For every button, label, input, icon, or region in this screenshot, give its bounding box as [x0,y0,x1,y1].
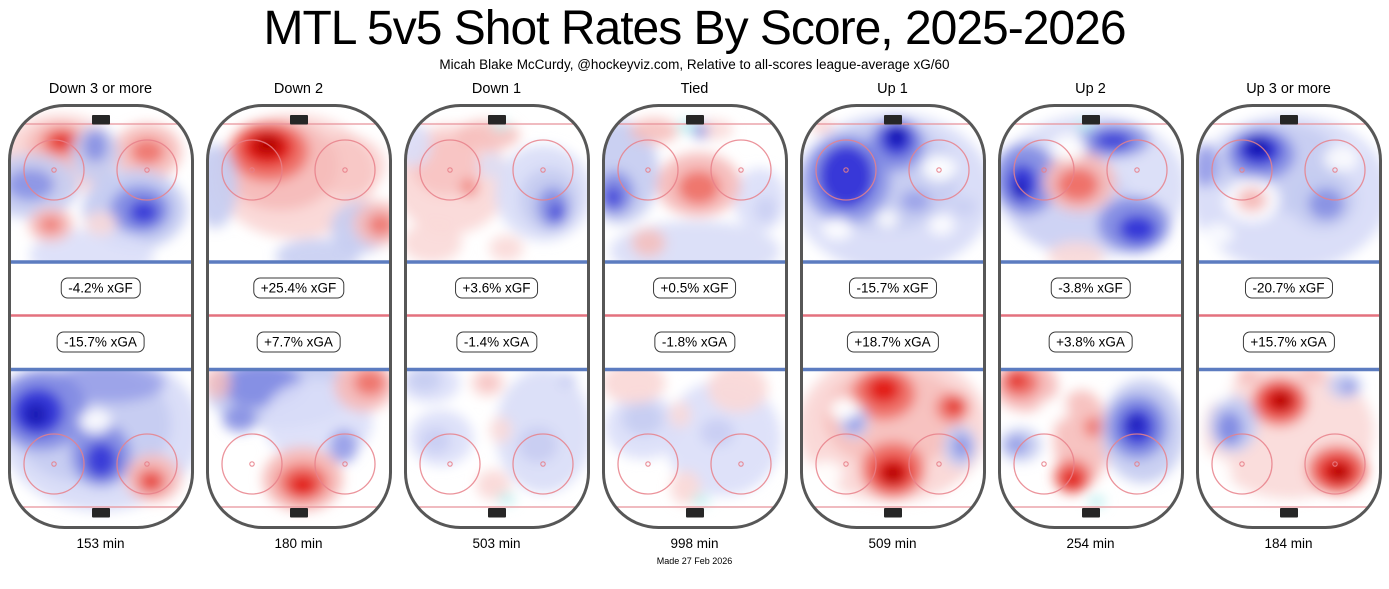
minutes-label: 254 min [1066,536,1115,552]
xga-badge: -1.4% xGA [455,331,538,353]
score-panel: Down 3 or more -4.2% xGF -15.7% xGA 153 … [7,81,194,552]
rink: -4.2% xGF -15.7% xGA [7,104,194,530]
minutes-label: 998 min [670,536,719,552]
rink: -3.8% xGF +3.8% xGA [997,104,1184,530]
xgf-badge: +3.6% xGF [454,277,539,299]
rink: +0.5% xGF -1.8% xGA [601,104,788,530]
page-subtitle: Micah Blake McCurdy, @hockeyviz.com, Rel… [439,57,950,73]
score-panel: Up 1 -15.7% xGF +18.7% xGA 509 min [799,81,986,552]
rink-heatmap [7,104,194,530]
made-date: Made 27 Feb 2026 [656,556,733,567]
xgf-badge: +25.4% xGF [252,277,345,299]
minutes-label: 503 min [472,536,521,552]
xgf-badge: -3.8% xGF [1050,277,1131,299]
score-panel: Down 1 +3.6% xGF -1.4% xGA 503 min [403,81,590,552]
rink: -15.7% xGF +18.7% xGA [799,104,986,530]
score-panel: Up 3 or more -20.7% xGF +15.7% xGA 184 m… [1195,81,1382,552]
rink: -20.7% xGF +15.7% xGA [1195,104,1382,530]
panel-title: Tied [680,81,709,98]
rink-heatmap [799,104,986,530]
minutes-label: 153 min [76,536,125,552]
panel-title: Down 1 [471,81,522,98]
rink-heatmap [205,104,392,530]
xga-badge: -15.7% xGA [56,331,145,353]
score-panel: Down 2 +25.4% xGF +7.7% xGA 180 min [205,81,392,552]
xgf-badge: -20.7% xGF [1244,277,1333,299]
rink: +3.6% xGF -1.4% xGA [403,104,590,530]
panel-title: Up 1 [877,81,908,98]
panel-title: Down 2 [273,81,324,98]
panels-row: Down 3 or more -4.2% xGF -15.7% xGA 153 … [0,81,1389,551]
rink: +25.4% xGF +7.7% xGA [205,104,392,530]
xga-badge: +18.7% xGA [846,331,939,353]
minutes-label: 509 min [868,536,917,552]
xgf-badge: -4.2% xGF [60,277,141,299]
panel-title: Up 2 [1075,81,1106,98]
rink-heatmap [1195,104,1382,530]
xga-badge: +15.7% xGA [1242,331,1335,353]
xgf-badge: +0.5% xGF [652,277,737,299]
minutes-label: 184 min [1264,536,1313,552]
score-panel: Up 2 -3.8% xGF +3.8% xGA 254 min [997,81,1184,552]
xgf-badge: -15.7% xGF [848,277,937,299]
minutes-label: 180 min [274,536,323,552]
xga-badge: +3.8% xGA [1048,331,1133,353]
rink-heatmap [997,104,1184,530]
rink-heatmap [403,104,590,530]
score-panel: Tied +0.5% xGF -1.8% xGA 998 min [601,81,788,552]
xga-badge: +7.7% xGA [256,331,341,353]
panel-title: Up 3 or more [1246,81,1331,98]
panel-title: Down 3 or more [48,81,153,98]
page-title: MTL 5v5 Shot Rates By Score, 2025-2026 [263,2,1126,55]
xga-badge: -1.8% xGA [653,331,736,353]
rink-heatmap [601,104,788,530]
